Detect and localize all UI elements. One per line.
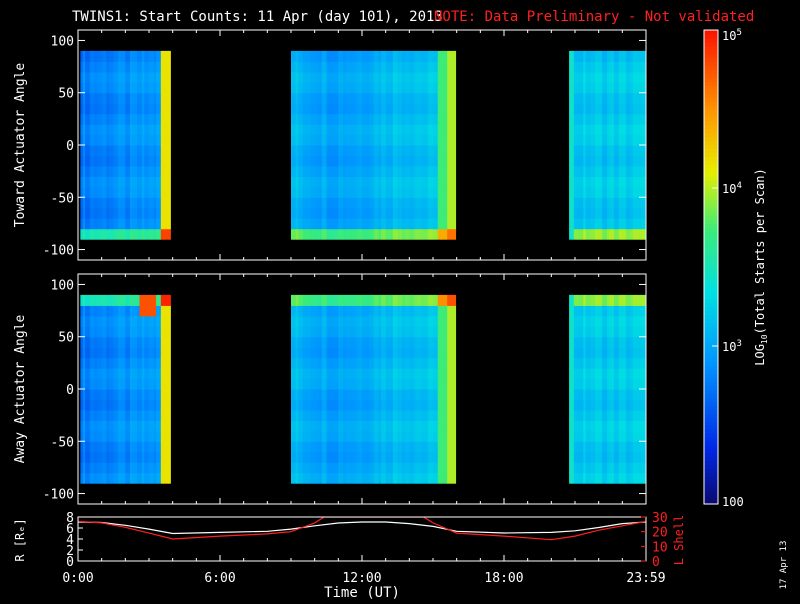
away-heatmap-cell	[454, 441, 456, 452]
away-heatmap-cell	[454, 399, 456, 410]
away-heatmap-cell	[168, 358, 171, 369]
away-heatmap-cell	[168, 337, 171, 348]
away-heatmap-cell	[454, 305, 456, 316]
away-heatmap-cell	[168, 389, 171, 400]
toward-heatmap-cell	[168, 208, 171, 219]
away-heatmap-cell	[454, 420, 456, 431]
toward-axis-label: Toward Actuator Angle	[13, 63, 28, 228]
away-heatmap-cell	[168, 305, 171, 316]
toward-heatmap-cell	[454, 145, 456, 156]
toward-heatmap-cell	[454, 114, 456, 125]
toward-heatmap-cell	[168, 114, 171, 125]
away-heatmap-cell	[454, 379, 456, 390]
toward-heatmap-cell	[168, 155, 171, 166]
toward-heatmap-cell	[168, 187, 171, 198]
away-heatmap-cell	[168, 473, 171, 484]
away-heatmap-cell	[454, 431, 456, 442]
away-heatmap-cell	[168, 379, 171, 390]
preliminary-note: NOTE: Data Preliminary - Not validated	[434, 9, 754, 25]
away-heatmap-cell	[454, 316, 456, 327]
away-heatmap-cell	[168, 441, 171, 452]
away-heatmap-cell	[168, 452, 171, 463]
toward-heatmap-cell	[168, 145, 171, 156]
toward-heatmap-cell	[454, 208, 456, 219]
away-heatmap-cell	[168, 462, 171, 473]
toward-heatmap-cell	[454, 124, 456, 135]
toward-heatmap-cell	[454, 197, 456, 208]
away-heatmap-cell	[454, 337, 456, 348]
toward-heatmap-cell	[454, 61, 456, 72]
away-heatmap-cell	[454, 473, 456, 484]
away-heatmap-cell	[168, 431, 171, 442]
away-heatmap-cell	[454, 452, 456, 463]
away-heatmap-cell	[454, 368, 456, 379]
away-heatmap-cell	[454, 389, 456, 400]
away-heatmap-cell	[454, 358, 456, 369]
away-heatmap-cell	[454, 462, 456, 473]
toward-heatmap-cell	[454, 93, 456, 104]
plot-title: TWINS1: Start Counts: 11 Apr (day 101), …	[72, 9, 443, 25]
toward-heatmap-cell	[454, 166, 456, 177]
away-heatmap-cell	[168, 295, 171, 306]
toward-ytick-label: 50	[58, 87, 74, 102]
away-heatmap-cell	[168, 326, 171, 337]
toward-heatmap-cell	[454, 51, 456, 62]
toward-heatmap-cell	[168, 82, 171, 93]
away-heatmap-cell	[168, 399, 171, 410]
toward-heatmap-cell	[454, 135, 456, 146]
toward-heatmap-cell	[168, 103, 171, 114]
away-heatmap-cell	[454, 410, 456, 421]
toward-heatmap-cell	[168, 176, 171, 187]
away-heatmap-cell	[168, 316, 171, 327]
away-heatmap-cell	[454, 326, 456, 337]
toward-heatmap-cell	[168, 93, 171, 104]
toward-heatmap-cell	[454, 82, 456, 93]
toward-heatmap-cell	[454, 72, 456, 83]
toward-ytick-label: 0	[66, 139, 74, 154]
toward-heatmap-cell	[168, 72, 171, 83]
toward-heatmap-cell	[454, 218, 456, 229]
toward-heatmap-cell	[454, 155, 456, 166]
toward-heatmap-cell	[168, 166, 171, 177]
toward-ytick-label: -50	[51, 191, 74, 206]
away-heatmap-cell	[454, 347, 456, 358]
toward-heatmap-cell	[454, 187, 456, 198]
away-heatmap-cell	[454, 295, 456, 306]
toward-ytick-label: 100	[51, 34, 74, 49]
away-heatmap-cell	[168, 368, 171, 379]
toward-ytick-label: -100	[43, 244, 74, 259]
toward-heatmap-panel: -100 -50 0 50 100 Toward Actuator Angle	[13, 30, 647, 260]
toward-heatmap-cell	[168, 135, 171, 146]
away-heatmap-cell	[168, 410, 171, 421]
toward-heatmap-cell	[168, 124, 171, 135]
toward-heatmap-cell	[168, 229, 171, 240]
toward-heatmap-cell	[454, 176, 456, 187]
away-heatmap-cell	[168, 347, 171, 358]
toward-heatmap-cell	[454, 103, 456, 114]
toward-heatmap-cell	[168, 197, 171, 208]
toward-heatmap-cell	[168, 218, 171, 229]
toward-heatmap-cell	[454, 229, 456, 240]
toward-heatmap-cell	[168, 51, 171, 62]
away-heatmap-cell	[168, 420, 171, 431]
toward-heatmap-cell	[168, 61, 171, 72]
